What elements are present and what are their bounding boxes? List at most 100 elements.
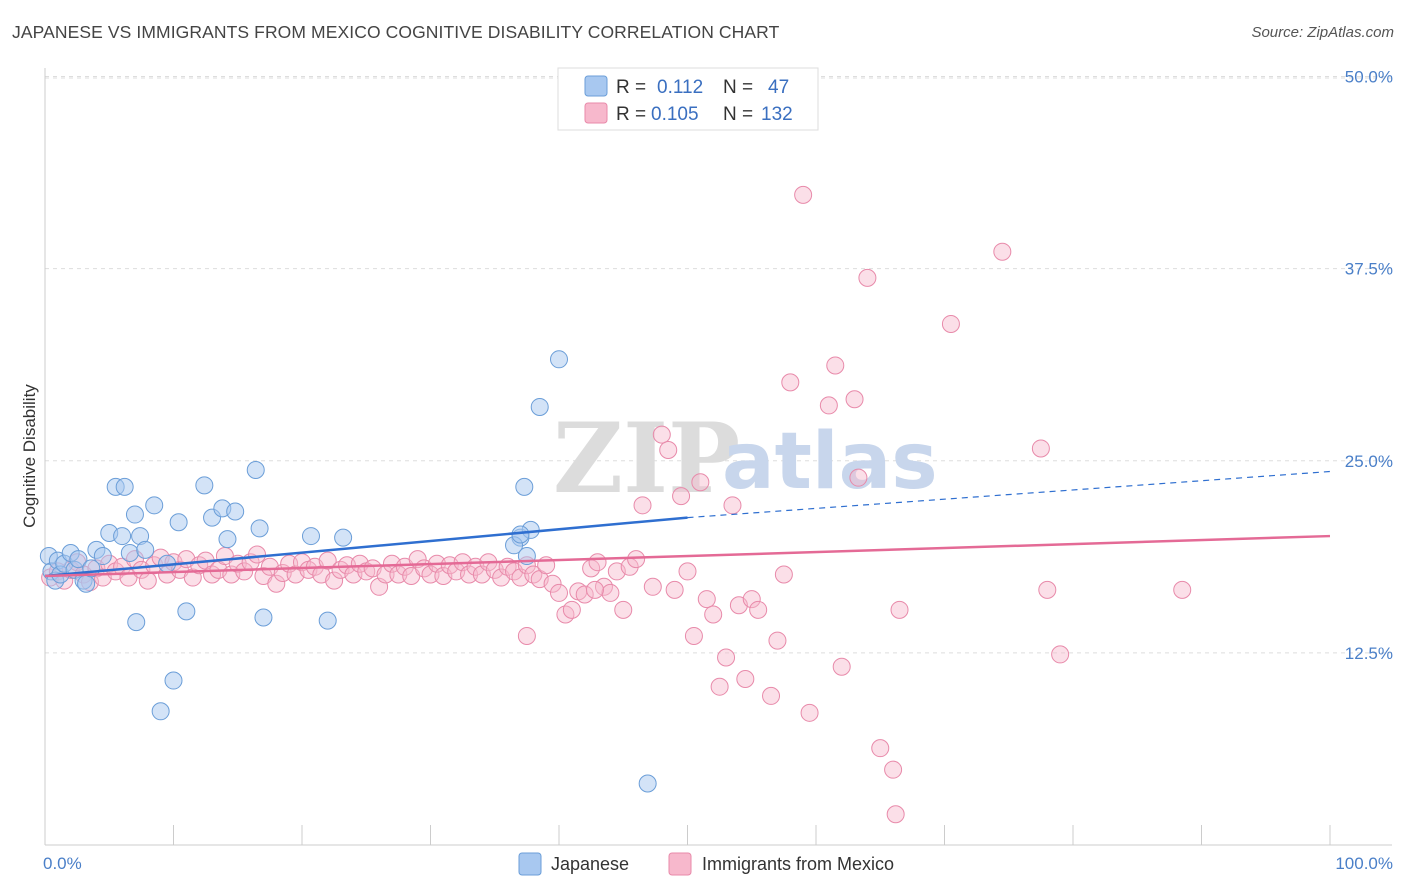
mexico-point-99: [672, 487, 691, 506]
mexico-point-81: [562, 600, 581, 619]
japanese-point-33: [226, 502, 245, 521]
japanese-point-46: [638, 774, 657, 793]
axes: [44, 68, 1392, 846]
legend-r-label-japanese: R =: [616, 77, 646, 98]
japanese-point-27: [169, 513, 188, 532]
mexico-point-15: [138, 571, 157, 590]
mexico-point-123: [858, 268, 877, 287]
watermark-atlas: atlas: [722, 417, 938, 507]
trend-line-japanese: [44, 516, 688, 578]
japanese-point-36: [254, 608, 273, 627]
japanese-point-21: [127, 613, 146, 632]
legend-r-value-mexico: 0.105: [651, 104, 699, 125]
mexico-point-96: [652, 425, 671, 444]
japanese-point-39: [334, 528, 353, 547]
mexico-point-43: [318, 551, 337, 570]
mexico-point-85: [588, 553, 607, 572]
y-tick-label-3: 50.0%: [1345, 68, 1393, 87]
japanese-point-40: [515, 477, 534, 496]
legend-n-value-mexico: 132: [761, 104, 793, 125]
japanese-point-13: [93, 547, 112, 566]
japanese-point-22: [136, 540, 155, 559]
mexico-point-115: [781, 373, 800, 392]
mexico-point-132: [1051, 645, 1070, 664]
mexico-point-100: [678, 562, 697, 581]
mexico-point-59: [421, 565, 440, 584]
watermark: ZIP atlas: [553, 402, 938, 515]
japanese-point-19: [120, 543, 139, 562]
y-tick-label-0: 12.5%: [1345, 644, 1393, 663]
y-tick-label-1: 25.0%: [1345, 452, 1393, 471]
legend-r-value-japanese: 0.112: [657, 77, 703, 98]
mexico-point-133: [1173, 580, 1192, 599]
x-tick-label-0: 0.0%: [43, 854, 82, 873]
bottom-legend-japanese: Japanese: [551, 854, 629, 874]
source-credit: Source: ZipAtlas.com: [1251, 24, 1394, 41]
y-tick-labels: 12.5% 25.0% 37.5% 50.0%: [1345, 68, 1393, 663]
mexico-point-95: [643, 577, 662, 596]
mexico-point-113: [768, 631, 787, 650]
mexico-point-91: [627, 550, 646, 569]
watermark-zip: ZIP: [553, 402, 740, 515]
mexico-point-103: [697, 590, 716, 609]
mexico-point-93: [585, 580, 604, 599]
legend-n-value-japanese: 47: [768, 77, 789, 98]
japanese-point-15: [113, 527, 132, 546]
mexico-point-98: [665, 580, 684, 599]
mexico-point-118: [819, 396, 838, 415]
mexico-point-111: [749, 600, 768, 619]
japanese-point-32: [218, 530, 237, 549]
mexico-point-128: [941, 314, 960, 333]
mexico-point-101: [684, 626, 703, 645]
mexico-point-119: [826, 356, 845, 375]
mexico-point-116: [794, 185, 813, 204]
mexico-point-89: [614, 600, 633, 619]
mexico-point-94: [633, 496, 652, 515]
legend-swatch-mexico: [584, 102, 608, 124]
mexico-point-75: [524, 565, 543, 584]
bottom-legend-swatch-japanese: [518, 852, 542, 876]
x-tick-label-1: 100.0%: [1335, 854, 1393, 873]
japanese-point-23: [145, 496, 164, 515]
mexico-point-110: [742, 590, 761, 609]
mexico-point-32: [248, 545, 267, 564]
mexico-point-80: [556, 605, 575, 624]
mexico-point-78: [543, 574, 562, 593]
mexico-point-83: [575, 585, 594, 604]
japanese-point-24: [151, 702, 170, 721]
mexico-point-124: [871, 739, 890, 758]
japanese-point-26: [164, 671, 183, 690]
japanese-point-18: [125, 505, 144, 524]
bottom-legend-swatch-mexico: [668, 852, 692, 876]
mexico-point-104: [704, 605, 723, 624]
mexico-point-105: [710, 677, 729, 696]
mexico-point-97: [659, 440, 678, 459]
mexico-point-79: [550, 583, 568, 602]
japanese-point-38: [318, 611, 337, 630]
trend-lines: [44, 470, 1331, 578]
mexico-point-117: [800, 703, 819, 722]
japanese-point-34: [246, 460, 265, 479]
mexico-point-87: [601, 583, 620, 602]
x-tick-labels: 0.0% 100.0%: [43, 854, 1393, 873]
mexico-point-121: [845, 390, 864, 409]
legend-swatch-japanese: [584, 75, 608, 97]
mexico-point-107: [723, 496, 742, 515]
legend-n-label-mexico: N =: [723, 104, 753, 125]
japanese-point-17: [115, 477, 134, 496]
y-axis-label: Cognitive Disability: [20, 384, 39, 528]
trend-line-mexico: [44, 534, 1331, 578]
legend-n-label-japanese: N =: [723, 77, 753, 98]
mexico-point-109: [736, 670, 755, 689]
top-legend: R = 0.112 N = 47 R = 0.105 N = 132: [557, 67, 819, 131]
y-tick-label-2: 37.5%: [1345, 260, 1393, 279]
mexico-point-127: [886, 805, 905, 824]
mexico-point-44: [325, 571, 344, 590]
mexico-point-112: [762, 686, 781, 705]
japanese-point-47: [530, 397, 549, 416]
legend-r-label-mexico: R =: [616, 104, 646, 125]
mexico-point-92: [517, 626, 536, 645]
trend-line-japanese-extension: [687, 470, 1331, 519]
japanese-point-29: [195, 476, 214, 495]
